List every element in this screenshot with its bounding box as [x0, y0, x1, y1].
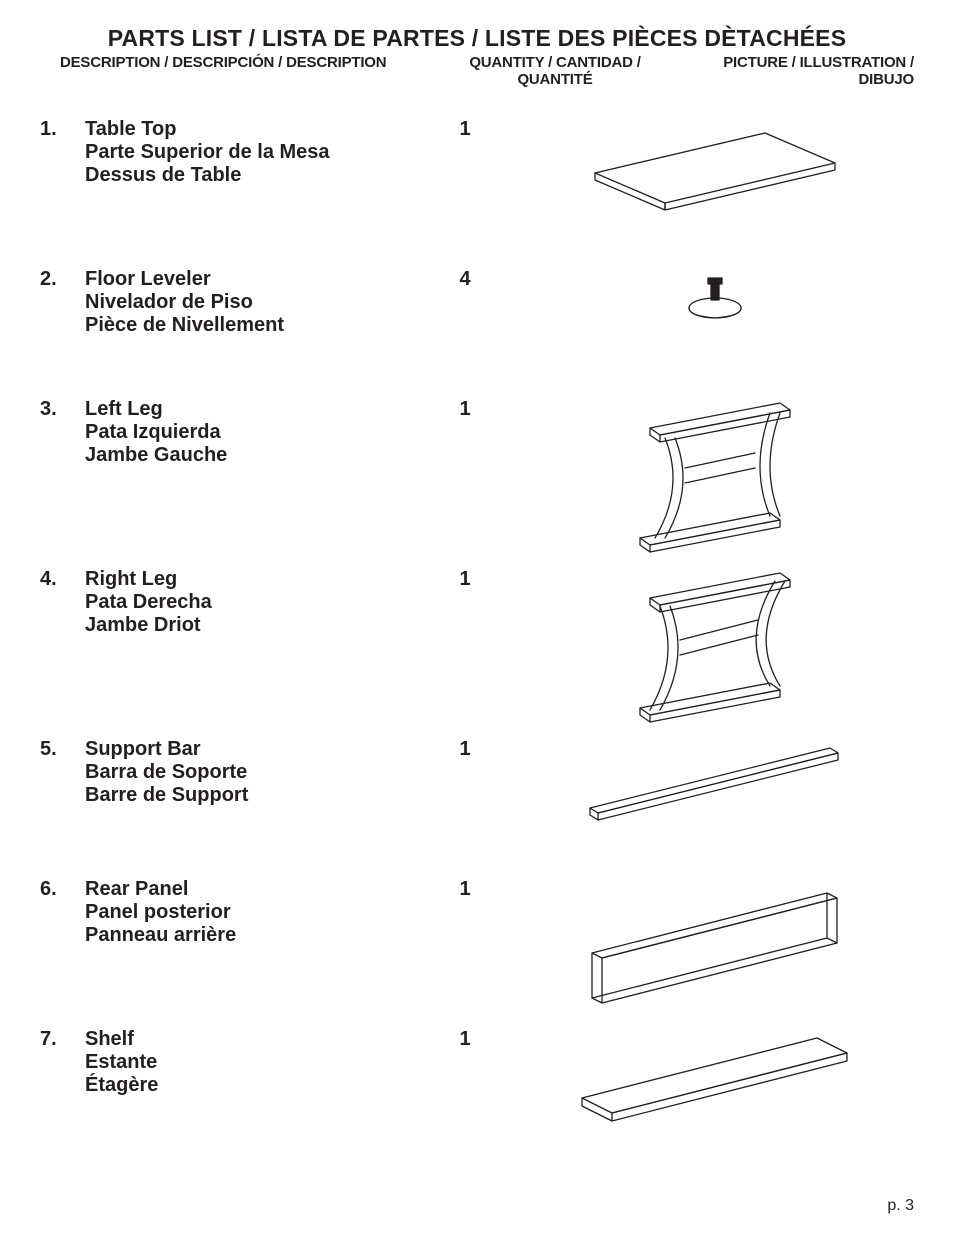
part-row: 5.Support BarBarra de SoporteBarre de Su…: [30, 738, 924, 878]
part-number: 1.: [30, 118, 85, 141]
part-name-en: Table Top: [85, 118, 425, 141]
header-picture: PICTURE / ILLUSTRATION / DIBUJO: [680, 54, 924, 88]
shelf-icon: [505, 1028, 924, 1128]
part-name-fr: Jambe Driot: [85, 614, 425, 637]
part-quantity: 1: [425, 398, 505, 421]
part-name-en: Rear Panel: [85, 878, 425, 901]
part-number: 5.: [30, 738, 85, 761]
part-name-fr: Panneau arrière: [85, 924, 425, 947]
right-leg-icon: [505, 568, 924, 728]
part-name-fr: Étagère: [85, 1074, 425, 1097]
part-number: 6.: [30, 878, 85, 901]
header-description: DESCRIPTION / DESCRIPCIÓN / DESCRIPTION: [30, 54, 430, 88]
rear-panel-icon: [505, 878, 924, 1013]
part-number: 4.: [30, 568, 85, 591]
part-description: Rear PanelPanel posteriorPanneau arrière: [85, 878, 425, 947]
page-number: p. 3: [887, 1197, 914, 1215]
part-name-es: Panel posterior: [85, 901, 425, 924]
part-row: 7.ShelfEstanteÉtagère1: [30, 1028, 924, 1168]
part-name-en: Support Bar: [85, 738, 425, 761]
part-description: Support BarBarra de SoporteBarre de Supp…: [85, 738, 425, 807]
part-description: Right LegPata DerechaJambe Driot: [85, 568, 425, 637]
part-name-en: Floor Leveler: [85, 268, 425, 291]
part-row: 6.Rear PanelPanel posteriorPanneau arriè…: [30, 878, 924, 1028]
part-name-fr: Dessus de Table: [85, 164, 425, 187]
part-name-fr: Barre de Support: [85, 784, 425, 807]
part-number: 3.: [30, 398, 85, 421]
part-name-fr: Jambe Gauche: [85, 444, 425, 467]
part-quantity: 1: [425, 878, 505, 901]
part-description: Left LegPata IzquierdaJambe Gauche: [85, 398, 425, 467]
support-bar-icon: [505, 738, 924, 828]
part-quantity: 4: [425, 268, 505, 291]
part-name-en: Right Leg: [85, 568, 425, 591]
leveler-icon: [505, 268, 924, 328]
part-quantity: 1: [425, 1028, 505, 1051]
page: PARTS LIST / LISTA DE PARTES / LISTE DES…: [0, 0, 954, 1235]
part-description: Floor LevelerNivelador de PisoPièce de N…: [85, 268, 425, 337]
column-headers: DESCRIPTION / DESCRIPCIÓN / DESCRIPTION …: [30, 54, 924, 88]
part-name-es: Nivelador de Piso: [85, 291, 425, 314]
part-number: 2.: [30, 268, 85, 291]
parts-list: 1.Table TopParte Superior de la MesaDess…: [30, 118, 924, 1168]
part-quantity: 1: [425, 118, 505, 141]
part-row: 3.Left LegPata IzquierdaJambe Gauche1: [30, 398, 924, 568]
part-name-en: Shelf: [85, 1028, 425, 1051]
part-name-es: Barra de Soporte: [85, 761, 425, 784]
part-name-es: Parte Superior de la Mesa: [85, 141, 425, 164]
part-name-en: Left Leg: [85, 398, 425, 421]
part-quantity: 1: [425, 738, 505, 761]
part-row: 1.Table TopParte Superior de la MesaDess…: [30, 118, 924, 268]
table-top-icon: [505, 118, 924, 218]
part-row: 4.Right LegPata DerechaJambe Driot1: [30, 568, 924, 738]
left-leg-icon: [505, 398, 924, 558]
part-quantity: 1: [425, 568, 505, 591]
part-name-es: Estante: [85, 1051, 425, 1074]
part-name-es: Pata Izquierda: [85, 421, 425, 444]
header-quantity: QUANTITY / CANTIDAD / QUANTITÉ: [430, 54, 680, 88]
part-name-fr: Pièce de Nivellement: [85, 314, 425, 337]
page-title: PARTS LIST / LISTA DE PARTES / LISTE DES…: [30, 25, 924, 52]
part-row: 2.Floor LevelerNivelador de PisoPièce de…: [30, 268, 924, 398]
part-description: Table TopParte Superior de la MesaDessus…: [85, 118, 425, 187]
part-description: ShelfEstanteÉtagère: [85, 1028, 425, 1097]
part-number: 7.: [30, 1028, 85, 1051]
part-name-es: Pata Derecha: [85, 591, 425, 614]
